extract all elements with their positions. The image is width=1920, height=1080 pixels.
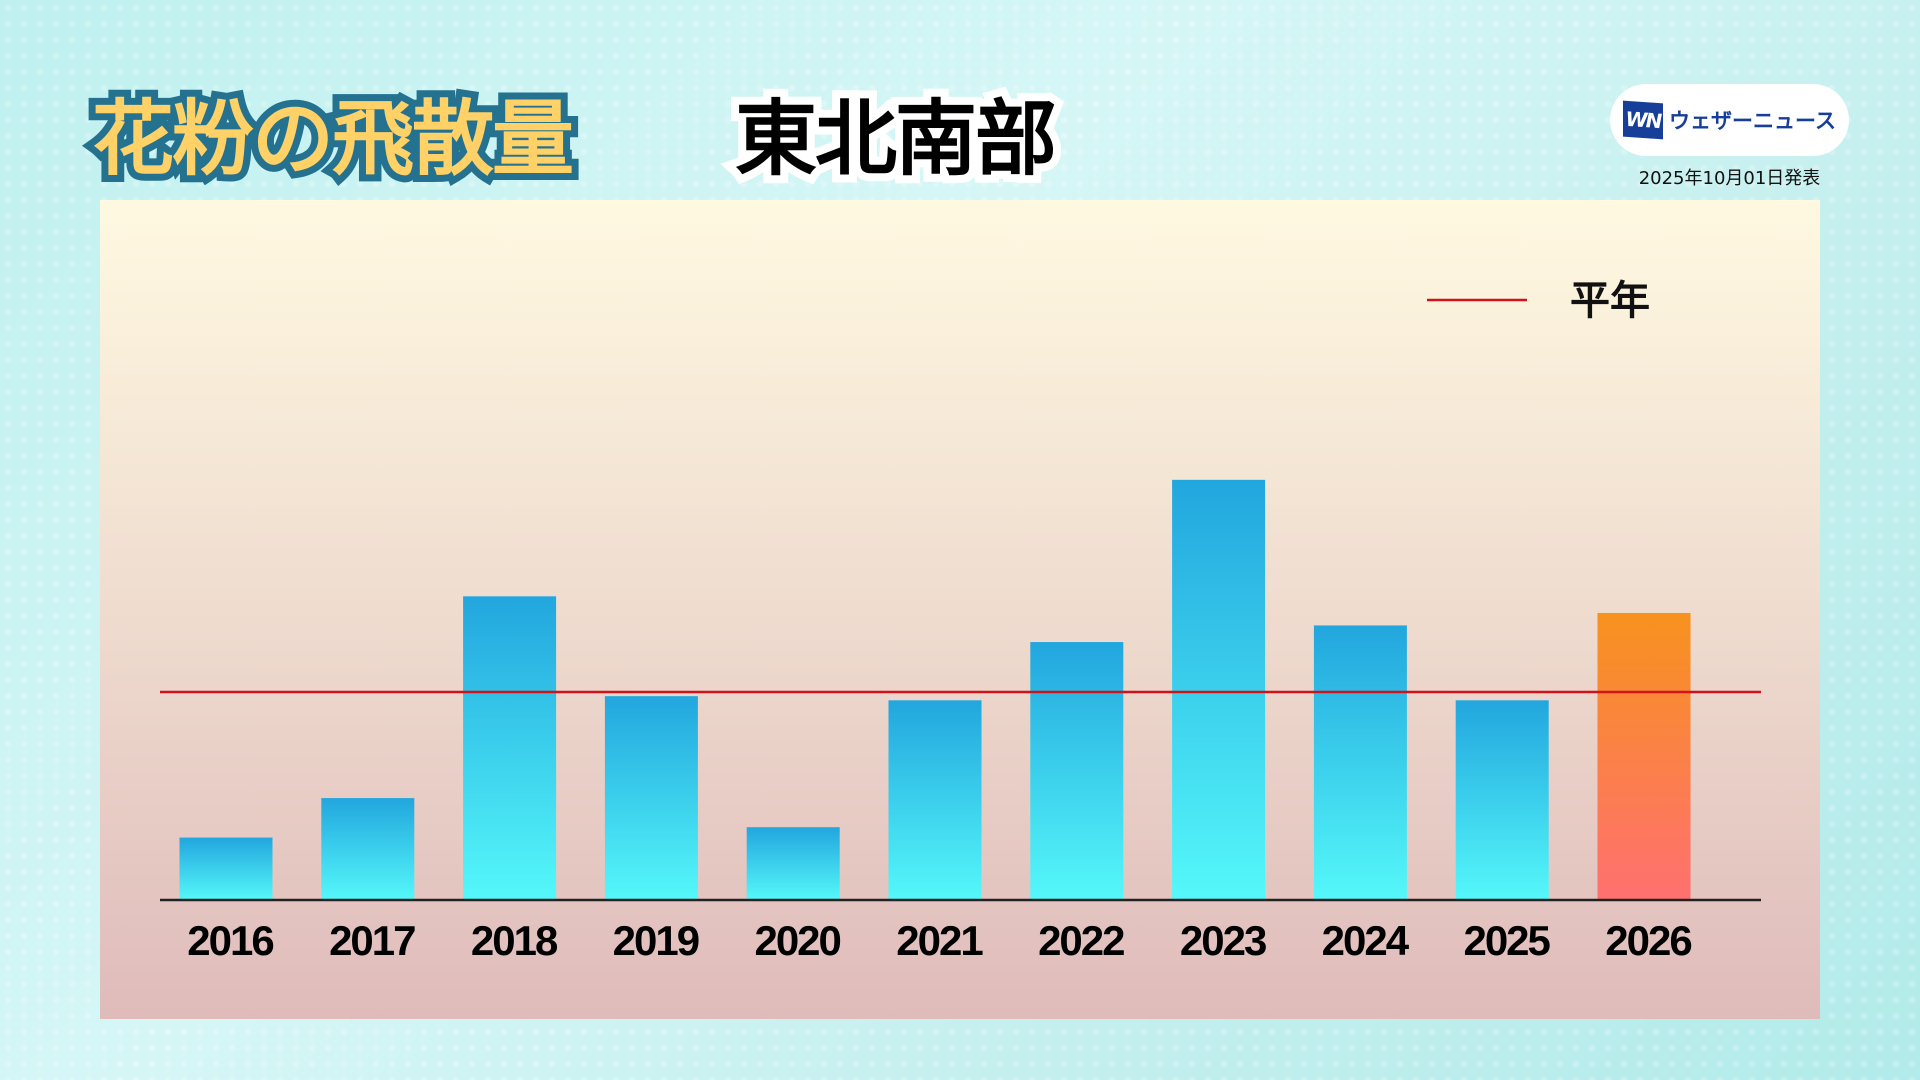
bar-2016: [179, 837, 273, 900]
x-tick-label: 2022: [1038, 917, 1124, 964]
x-tick-label: 2025: [1463, 917, 1550, 964]
bar-2018: [463, 596, 557, 900]
bar-2021: [888, 700, 982, 900]
x-tick-label: 2019: [613, 917, 699, 964]
x-tick-label: 2021: [896, 917, 983, 964]
bar-2026: [1597, 612, 1691, 900]
chart-title: 花粉の飛散量: [85, 85, 581, 194]
x-tick-label: 2017: [329, 917, 415, 964]
x-tick-label: 2016: [187, 917, 273, 964]
weathernews-logo: WN ウェザーニュース: [1610, 84, 1849, 156]
region-title: 東北南部: [727, 84, 1065, 195]
x-tick-label: 2018: [471, 917, 558, 964]
logo-text: ウェザーニュース: [1669, 109, 1836, 133]
x-tick-label: 2020: [754, 917, 840, 964]
bar-2019: [604, 696, 698, 900]
bar-2025: [1455, 700, 1549, 900]
legend-label: 平年: [1570, 278, 1650, 324]
x-tick-label: 2026: [1605, 917, 1691, 964]
bar-2017: [321, 798, 415, 900]
x-tick-label: 2024: [1322, 917, 1410, 964]
bar-2020: [746, 827, 840, 900]
issued-date: 2025年10月01日発表: [1638, 168, 1821, 189]
bar-2024: [1313, 625, 1407, 900]
bar-2022: [1030, 642, 1124, 900]
bar-2023: [1172, 479, 1266, 900]
x-tick-label: 2023: [1180, 917, 1266, 964]
